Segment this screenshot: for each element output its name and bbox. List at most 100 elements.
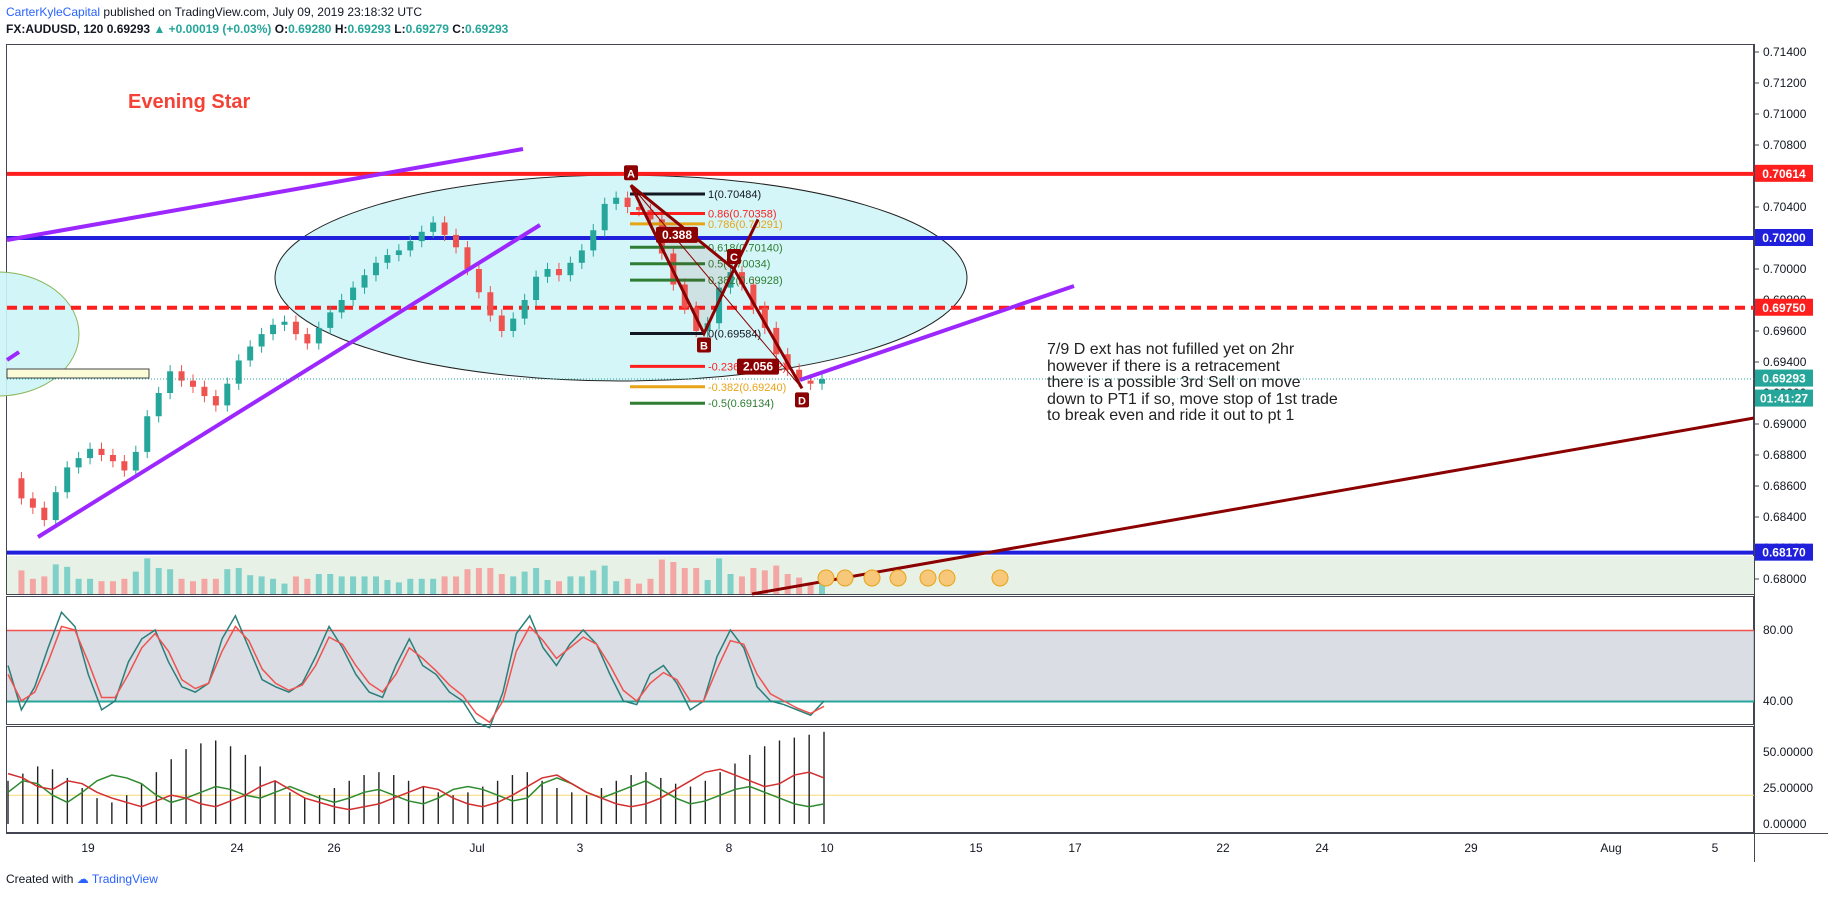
volume-bar [18,570,25,594]
volume-bar [475,568,482,594]
abcd-pattern[interactable]: A B C D 0.388 2.056 [624,165,809,408]
stoch-d-line [7,625,825,724]
candle-body [796,369,803,381]
abcd-point-marker [697,337,711,353]
candle-body [247,346,254,361]
price-tick-label: 0.69000 [1763,417,1807,431]
candle-body [64,467,71,493]
economic-events[interactable] [817,569,1009,587]
stoch-tick-label: 40.00 [1763,694,1793,708]
fib-level-label: 0.786(0.70291) [708,219,783,231]
candle-body [350,287,357,300]
volume-bar [704,580,711,594]
volume-bar [510,576,517,594]
trade-note: 7/9 D ext has not fufilled yet on 2hr ho… [1047,341,1427,425]
abcd-point-label: C [730,252,738,264]
time-tick-label: 10 [820,841,834,855]
volume-bar [109,581,116,594]
volume-bar [98,581,105,594]
candle-body [167,371,174,393]
abcd-point-marker [795,392,809,408]
volume-bar [212,578,219,594]
volume-bar [52,564,59,594]
stoch-band [7,630,1754,702]
volume-bar [681,568,688,594]
dmi-plus-line [7,774,825,808]
volume-bar [304,578,311,594]
volume-bar [315,574,322,594]
candle-body [315,327,322,344]
price-label-box [1755,369,1813,387]
volume-bar [624,578,631,594]
volume-bar [555,581,562,594]
symbol-name[interactable]: FX:AUDUSD, 120 [6,22,104,36]
candle-body [338,300,345,313]
trend-support-line[interactable] [799,284,1075,382]
candle-body [132,451,139,471]
open-value: 0.69280 [288,22,332,36]
price-tick-label: 0.71200 [1763,76,1807,90]
volume-bar [819,582,825,594]
time-axis: 19 24 26 Jul 3 8 10 15 17 22 24 29 Aug 5 [81,841,1718,855]
fib-level-label: -0.382(0.69240) [708,382,786,394]
tradingview-brand[interactable]: TradingView [91,872,158,886]
symbol-bar: FX:AUDUSD, 120 0.69293 ▲ +0.00019 (+0.03… [6,21,508,37]
volume-bar [807,583,814,594]
volume-bar [658,559,665,594]
volume-bar [521,571,528,594]
volume-bar [395,582,402,594]
candle-body [567,262,574,276]
abcd-leg-cd [732,268,804,390]
abcd-diagonal [630,184,803,389]
candle-body [258,334,265,347]
price-change: ▲ +0.00019 (+0.03%) [153,22,272,36]
candle-body [361,275,368,288]
abcd-point-label: B [700,340,708,352]
abcd-point-label: D [798,395,806,407]
volume-bar [578,576,585,594]
price-label-text: 0.68170 [1762,546,1806,560]
long-trend-line[interactable] [751,416,1755,596]
candle-body [750,284,757,308]
horizontal-levels [7,171,1754,555]
volume-bar [670,562,677,594]
price-tick-label: 0.68400 [1763,510,1807,524]
volume-bar [247,575,254,594]
candle-body [155,393,162,417]
volume-bar [292,576,299,594]
event-flag-icon [991,569,1009,587]
time-tick-label: 29 [1464,841,1478,855]
event-flag-icon [817,569,835,587]
channel-upper-line[interactable] [6,147,524,242]
fib-level-label: 0(0.69584) [708,328,761,340]
volume-bar [350,576,357,594]
price-tick-label: 0.71000 [1763,107,1807,121]
candle-body [201,386,208,397]
volume-bar [258,576,265,594]
time-tick-label: 26 [327,841,341,855]
candle-body [189,380,196,387]
time-tick-label: 22 [1216,841,1230,855]
channel-lower-line[interactable] [36,223,542,539]
candle-body [510,318,517,331]
candle-body [636,207,643,211]
candle-body [418,231,425,242]
volume-bar [270,578,277,594]
volume-bar [384,580,391,594]
ratio-badge [656,226,698,243]
candle-body [372,262,379,276]
evening-star-ellipse [274,174,968,382]
candle-body [533,276,540,300]
channel-short-line[interactable] [5,350,21,362]
last-price: 0.69293 [106,22,151,36]
candle-body [613,197,620,204]
time-tick-label: Jul [469,841,484,855]
volume-bar [716,558,723,594]
candle-body [624,197,631,207]
volume-bar [430,578,437,594]
price-label-box [1755,229,1813,246]
candle-body [384,255,391,263]
dmi-tick-label: 0.00000 [1763,817,1807,831]
author-link[interactable]: CarterKyleCapital [6,5,101,19]
